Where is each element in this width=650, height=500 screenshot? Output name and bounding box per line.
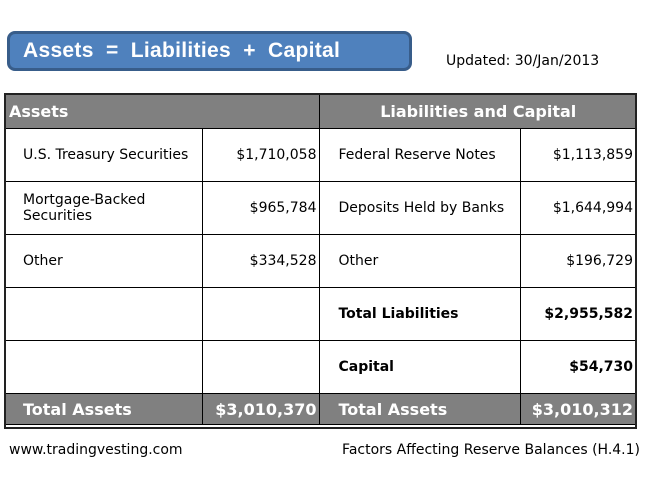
liability-value: $1,644,994 <box>519 181 638 235</box>
asset-value: $1,710,058 <box>202 128 321 182</box>
liability-value: $54,730 <box>519 340 638 394</box>
asset-label <box>3 287 204 341</box>
liability-label: Other <box>319 234 521 288</box>
source-note: Factors Affecting Reserve Balances (H.4.… <box>342 442 640 458</box>
asset-value <box>202 287 321 341</box>
liability-value: $196,729 <box>519 234 638 288</box>
total-liability-value: $3,010,312 <box>519 393 638 425</box>
table-row: U.S. Treasury Securities $1,710,058 Fede… <box>3 128 638 182</box>
total-liability-label: Total Assets <box>319 393 521 425</box>
total-asset-value: $3,010,370 <box>202 393 321 425</box>
asset-value <box>202 340 321 394</box>
asset-label: Mortgage-Backed Securities <box>3 181 204 235</box>
asset-label <box>3 340 204 394</box>
table-row: Total Liabilities $2,955,582 <box>3 287 638 341</box>
table-row: Other $334,528 Other $196,729 <box>3 234 638 288</box>
updated-date: Updated: 30/Jan/2013 <box>446 53 600 69</box>
asset-value: $965,784 <box>202 181 321 235</box>
asset-value: $334,528 <box>202 234 321 288</box>
liability-label: Federal Reserve Notes <box>319 128 521 182</box>
table-row: Mortgage-Backed Securities $965,784 Depo… <box>3 181 638 235</box>
liability-value: $1,113,859 <box>519 128 638 182</box>
total-row: Total Assets $3,010,370 Total Assets $3,… <box>3 393 638 425</box>
asset-label: U.S. Treasury Securities <box>3 128 204 182</box>
liability-label: Total Liabilities <box>319 287 521 341</box>
liability-label: Capital <box>319 340 521 394</box>
assets-header: Assets <box>3 93 321 129</box>
asset-label: Other <box>3 234 204 288</box>
balance-sheet-table: Assets Liabilities and Capital U.S. Trea… <box>3 93 638 425</box>
liability-label: Deposits Held by Banks <box>319 181 521 235</box>
site-url: www.tradingvesting.com <box>9 442 183 458</box>
header-row: Assets Liabilities and Capital <box>3 93 637 129</box>
liability-value: $2,955,582 <box>519 287 638 341</box>
table-row: Capital $54,730 <box>3 340 638 394</box>
total-asset-label: Total Assets <box>3 393 204 425</box>
liabilities-header: Liabilities and Capital <box>319 93 637 129</box>
equation-banner: Assets = Liabilities + Capital <box>7 31 412 71</box>
